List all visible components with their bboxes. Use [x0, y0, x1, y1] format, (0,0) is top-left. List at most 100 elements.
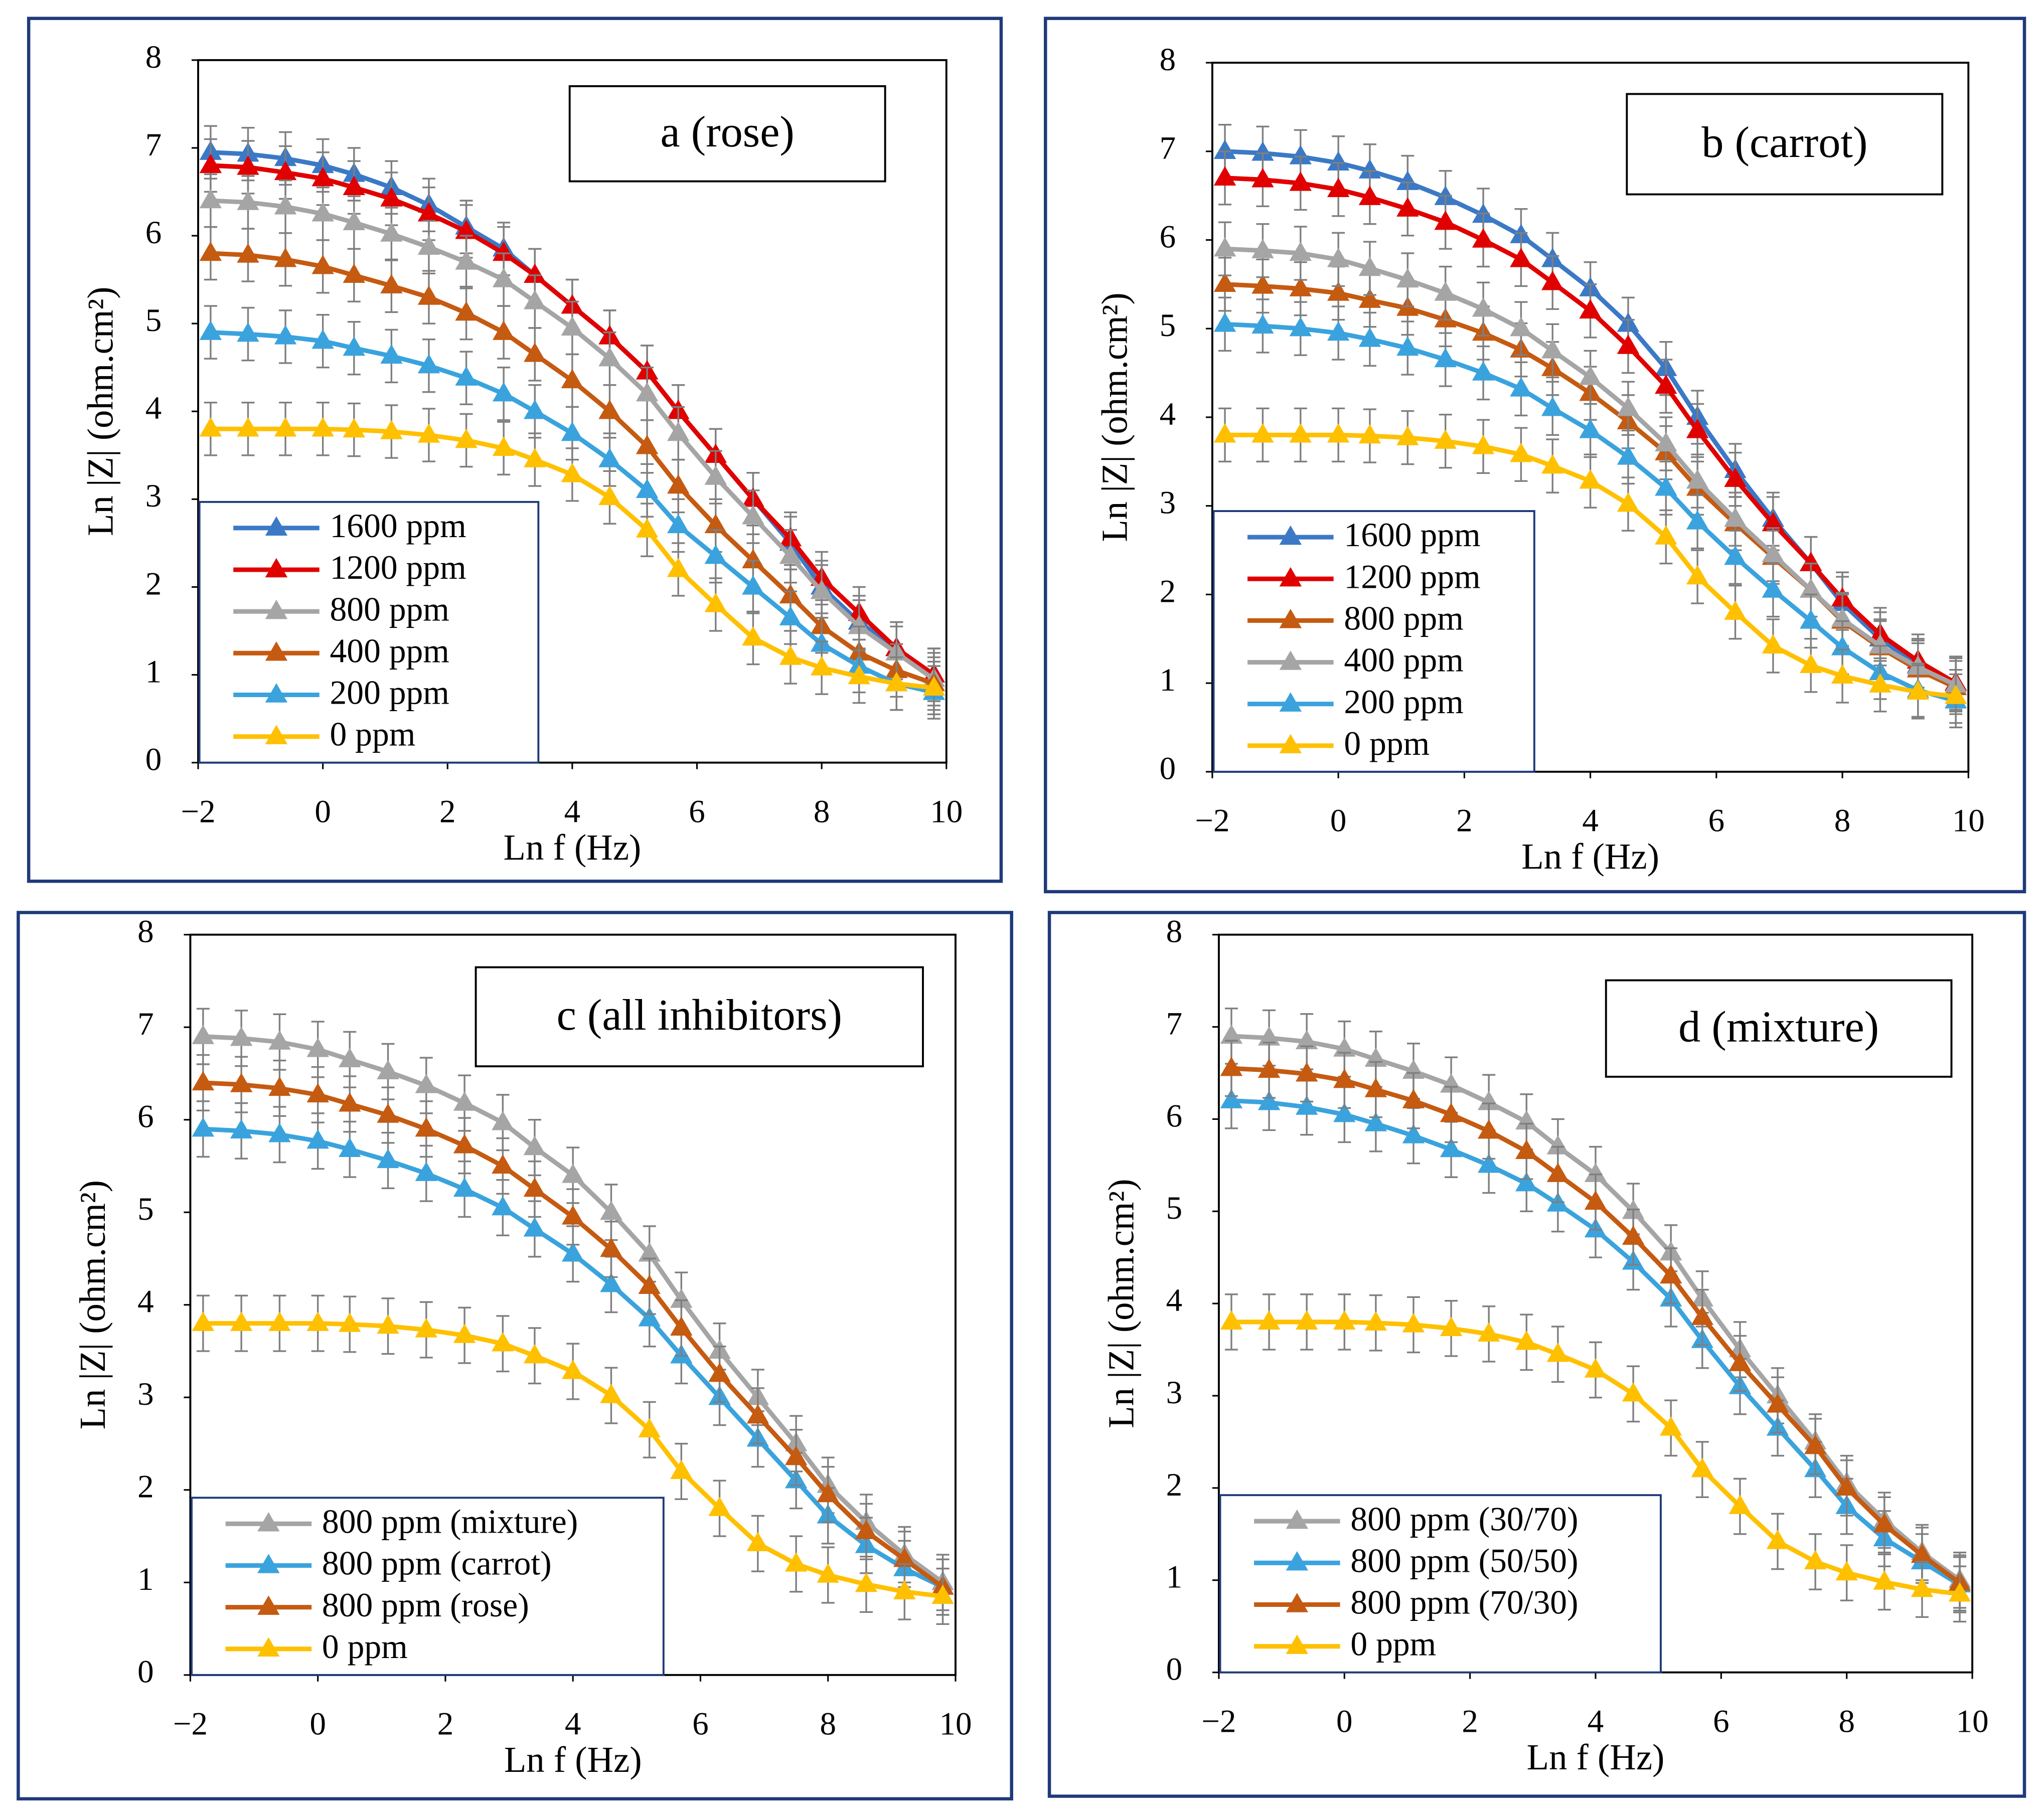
panel: 0 1 2 3 4 5 6 7 8 −2 0 2 4 6 8 10 Ln f (Hz) Ln |Z| (ohm.c…	[27, 17, 1003, 883]
marker	[268, 1122, 291, 1142]
legend-marker	[1279, 567, 1302, 587]
x-tick-label: 0	[1336, 1703, 1352, 1739]
marker	[1510, 377, 1532, 397]
marker	[453, 1177, 476, 1197]
marker	[1804, 1550, 1827, 1570]
marker	[598, 399, 621, 419]
marker	[1762, 578, 1785, 598]
x-tick-label: 8	[820, 1706, 836, 1742]
legend-box	[1212, 510, 1535, 773]
marker	[1251, 239, 1274, 258]
y-tick-label: 2	[137, 1469, 153, 1505]
marker	[561, 421, 584, 441]
marker	[670, 1459, 693, 1479]
marker	[1213, 272, 1236, 292]
marker	[417, 202, 440, 222]
marker	[1728, 1495, 1752, 1514]
marker	[1434, 429, 1457, 449]
marker	[1659, 1264, 1682, 1284]
marker	[848, 665, 870, 685]
legend: 800 ppm (mixture) 800 ppm (carrot) 800 ppm…	[191, 1497, 665, 1676]
marker	[1220, 1056, 1243, 1076]
legend-label: 400 ppm	[1344, 641, 1463, 679]
marker	[1541, 396, 1564, 416]
marker	[708, 1497, 731, 1516]
legend-label: 400 ppm	[330, 632, 449, 670]
marker	[1257, 1058, 1281, 1078]
legend-label: 0 ppm	[330, 716, 416, 753]
marker	[199, 320, 222, 340]
marker	[1333, 1310, 1356, 1330]
marker	[1396, 171, 1419, 190]
y-tick-label: 4	[1160, 396, 1176, 432]
legend-marker	[1286, 1593, 1309, 1612]
y-tick-label: 0	[1160, 751, 1176, 787]
marker	[1617, 492, 1640, 512]
marker	[1434, 210, 1457, 230]
marker	[311, 417, 334, 437]
legend-marker	[265, 683, 288, 703]
marker	[1472, 297, 1495, 317]
marker	[931, 1584, 954, 1604]
y-tick-label: 8	[137, 914, 153, 950]
marker	[455, 219, 478, 239]
marker	[1396, 336, 1419, 356]
marker	[1541, 339, 1564, 359]
marker	[600, 1200, 622, 1220]
marker	[1213, 139, 1236, 159]
marker	[237, 155, 259, 175]
marker	[855, 1520, 878, 1540]
marker	[1515, 1172, 1538, 1192]
x-axis-label: Ln f (Hz)	[1521, 836, 1659, 877]
marker	[1472, 228, 1495, 248]
marker	[561, 316, 584, 336]
panel-frame	[1047, 911, 2026, 1798]
marker	[230, 1073, 253, 1092]
legend-label: 1200 ppm	[1344, 558, 1480, 595]
marker	[523, 1217, 546, 1237]
legend-label: 200 ppm	[1344, 683, 1463, 721]
marker	[343, 263, 366, 283]
marker	[274, 160, 297, 181]
x-tick-label: 6	[1708, 803, 1724, 839]
marker	[492, 1110, 514, 1130]
marker	[1835, 1561, 1858, 1581]
marker	[192, 1311, 215, 1331]
marker	[199, 189, 222, 209]
marker	[1358, 288, 1381, 308]
marker	[1804, 1434, 1827, 1454]
marker	[1477, 1090, 1500, 1110]
marker	[779, 544, 802, 564]
marker	[1440, 1073, 1463, 1093]
marker	[1477, 1153, 1500, 1173]
y-tick-label: 2	[1160, 573, 1176, 609]
marker	[1358, 424, 1381, 444]
annotation-box	[1626, 93, 1944, 196]
legend-marker	[1286, 1551, 1309, 1571]
legend-label: 0 ppm	[1344, 725, 1430, 762]
marker	[274, 325, 297, 345]
marker	[1358, 256, 1381, 276]
marker	[1766, 1530, 1789, 1549]
marker	[311, 202, 334, 222]
marker	[598, 485, 621, 506]
y-tick-label: 1	[145, 653, 162, 690]
marker	[417, 285, 440, 305]
marker	[1440, 1316, 1463, 1336]
marker	[524, 448, 546, 467]
marker	[380, 344, 403, 364]
marker	[415, 1117, 438, 1137]
marker	[1622, 1225, 1645, 1245]
panel-frame	[1044, 17, 2026, 894]
marker	[704, 544, 727, 564]
marker	[1251, 314, 1274, 334]
marker	[1907, 680, 1929, 700]
marker	[742, 575, 764, 595]
legend-label: 1200 ppm	[330, 549, 466, 586]
marker	[268, 1311, 291, 1331]
marker	[1546, 1163, 1569, 1182]
marker	[343, 336, 366, 356]
marker	[1686, 419, 1709, 438]
x-tick-label: 10	[930, 793, 963, 830]
x-axis-label: Ln f (Hz)	[1527, 1737, 1665, 1777]
